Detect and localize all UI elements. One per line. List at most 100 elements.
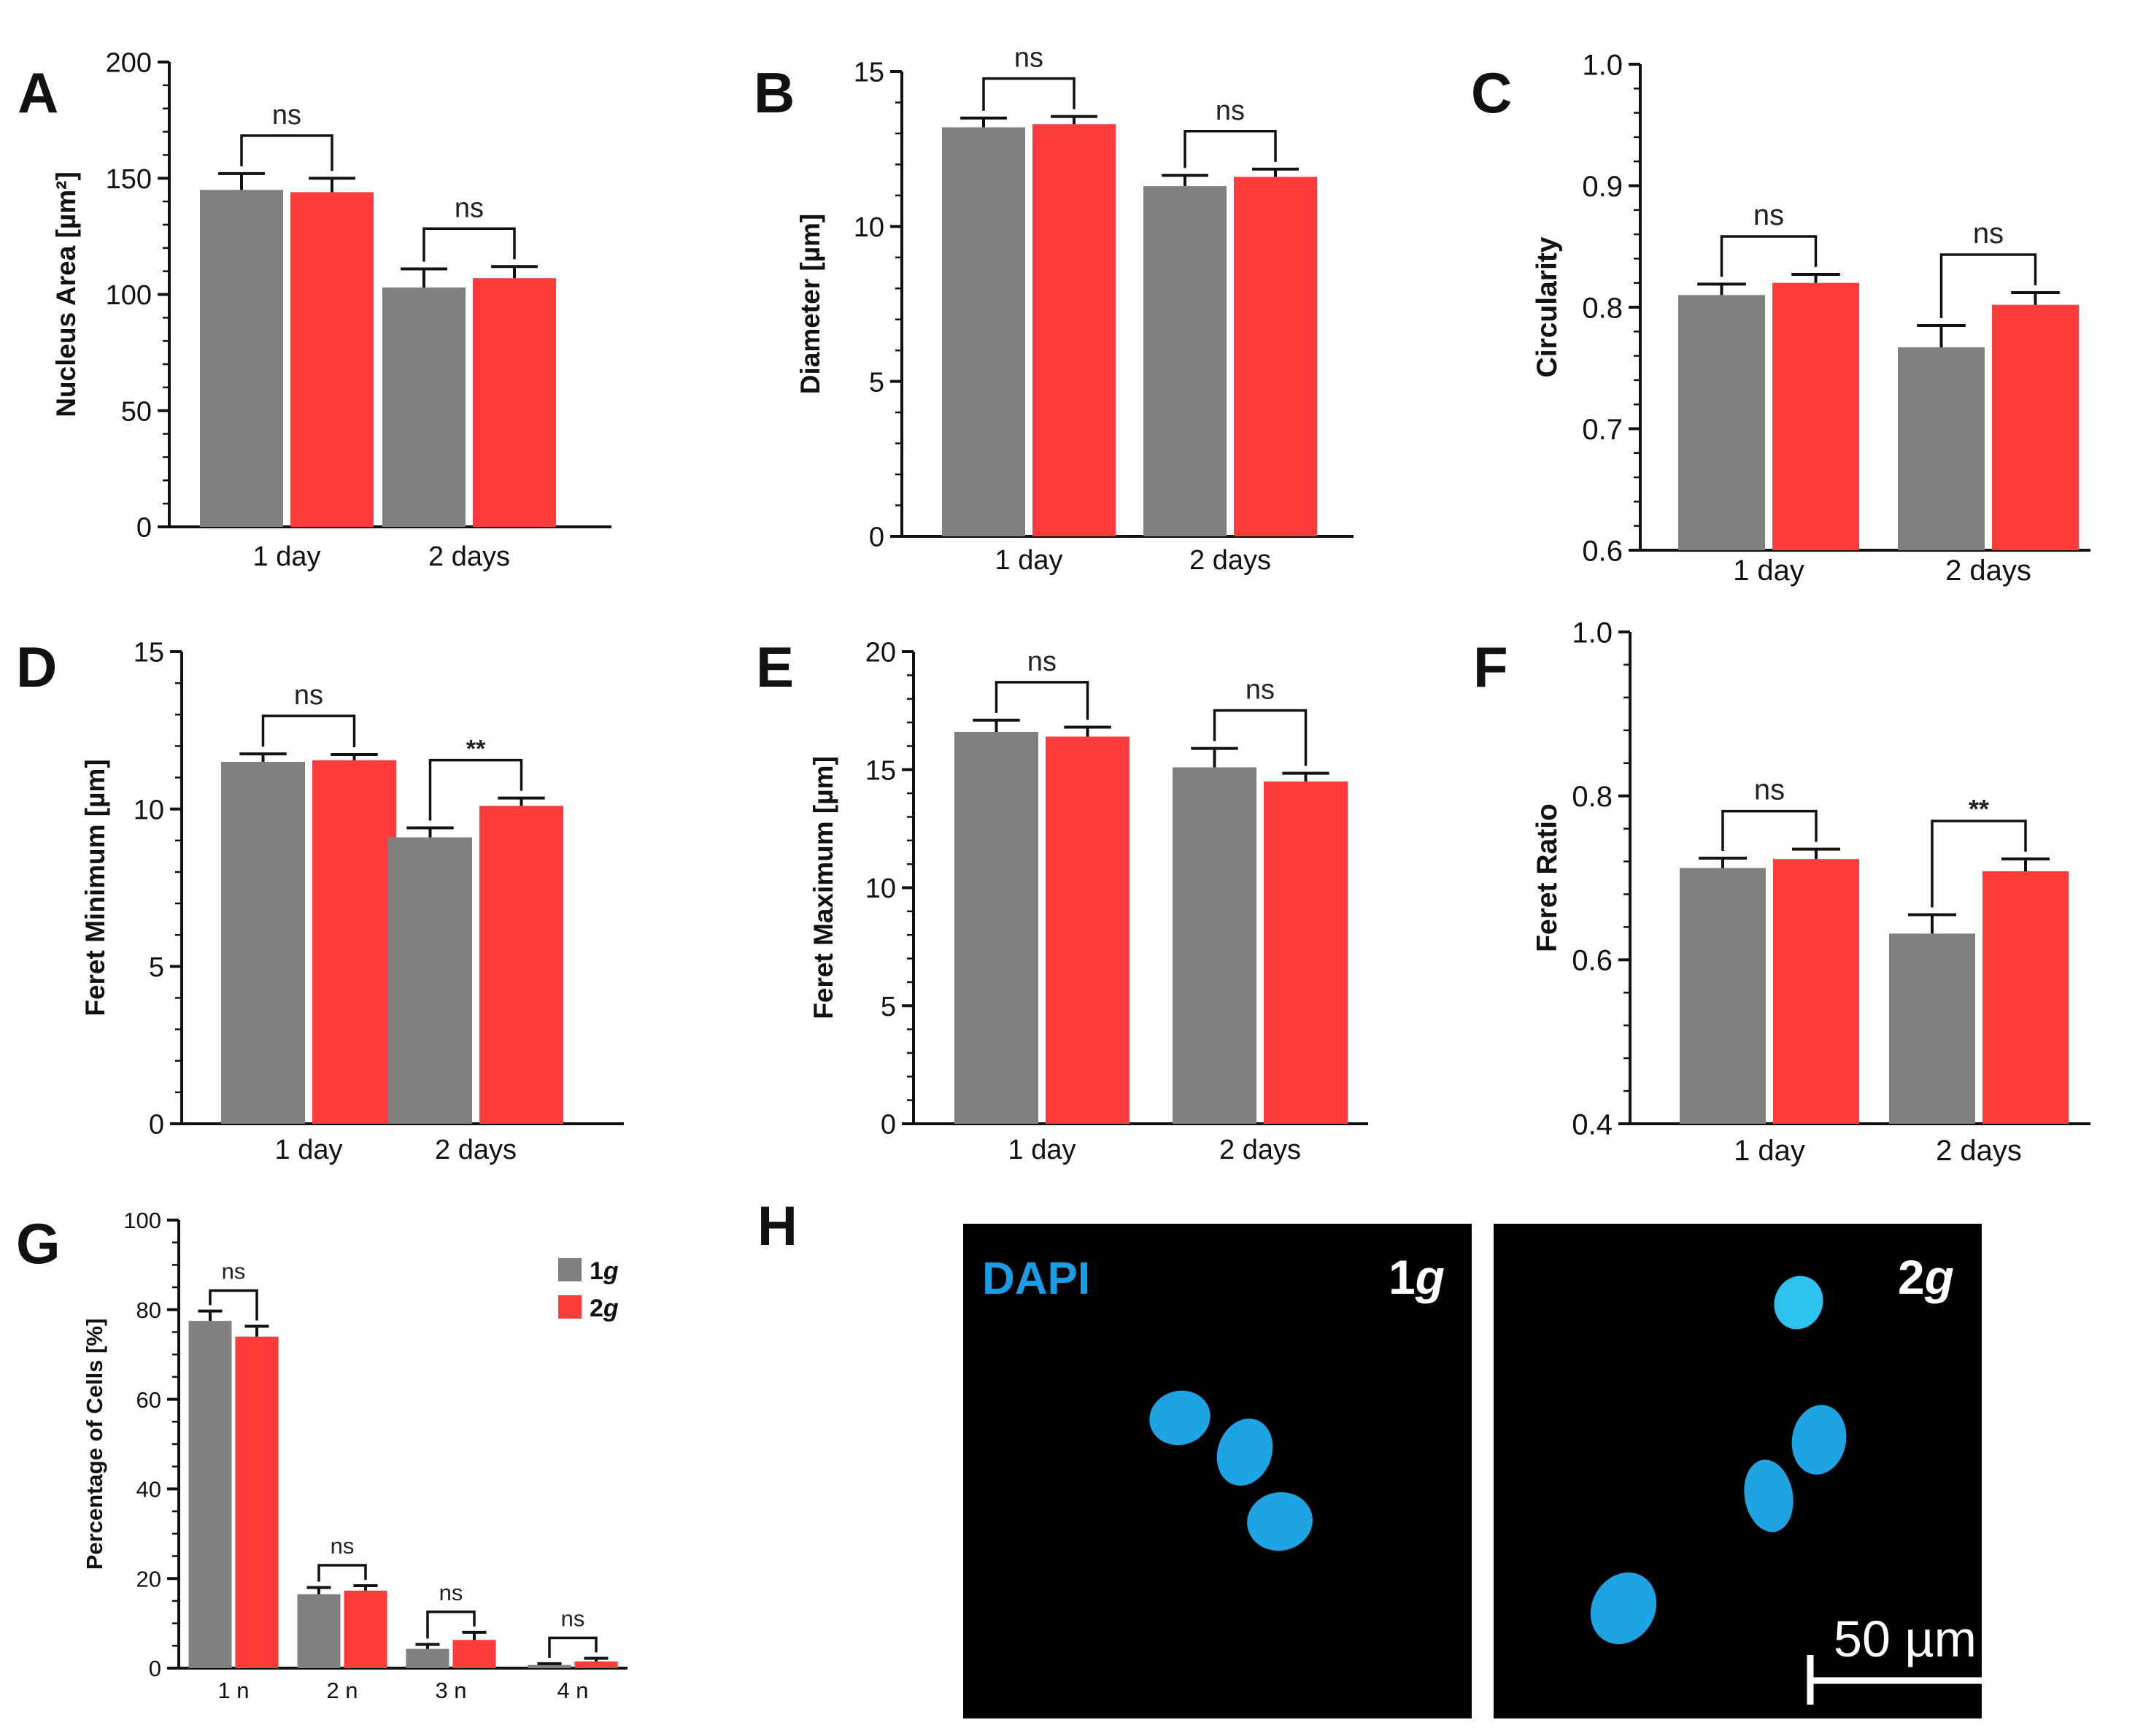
nucleus <box>1774 1276 1823 1330</box>
y-tick-label: 150 <box>106 164 152 195</box>
category-label: 2 n <box>326 1678 358 1703</box>
significance-label: ns <box>294 680 323 711</box>
category-label: 2 days <box>428 541 510 572</box>
bar-1g-1 <box>954 731 1038 1124</box>
panel-label-f: F <box>1473 635 1508 699</box>
nuclei-1g <box>1149 1390 1313 1551</box>
bar-2g-3 <box>452 1640 496 1668</box>
nuclei-2g <box>1590 1276 1847 1645</box>
category-label: 1 day <box>1008 1135 1076 1165</box>
significance-label: ns <box>1027 647 1057 677</box>
bar-2g-4 <box>574 1661 618 1668</box>
y-tick-label: 15 <box>134 638 164 668</box>
nucleus <box>1791 1405 1847 1475</box>
y-tick-label: 200 <box>106 48 152 79</box>
y-tick-label: 20 <box>865 638 896 668</box>
bar-1g-2 <box>1173 767 1256 1124</box>
significance-label: ns <box>1246 675 1275 706</box>
y-tick-label: 0 <box>136 513 152 544</box>
dapi-label: DAPI <box>982 1254 1090 1304</box>
y-axis-title: Feret Minimum [µm] <box>80 759 110 1016</box>
y-tick-label: 100 <box>106 280 152 311</box>
bar-2g-2 <box>1264 781 1348 1124</box>
y-tick-label: 0 <box>869 522 884 553</box>
y-axis-title: Diameter [µm] <box>795 214 825 395</box>
significance-bracket <box>1931 819 2027 908</box>
category-label: 2 days <box>1189 545 1271 576</box>
bar-1g-2 <box>1889 933 1975 1124</box>
category-label: 1 day <box>1734 1135 1805 1167</box>
y-axis-title: Feret Maximum [µm] <box>808 756 838 1019</box>
category-label: 1 day <box>1733 555 1804 587</box>
category-label: 3 n <box>435 1678 466 1703</box>
panel-label-a: A <box>18 61 58 125</box>
significance-label: ns <box>1753 199 1784 231</box>
gravity-tag-2g: 2g <box>1898 1250 1954 1304</box>
y-tick-label: 0.7 <box>1582 414 1623 446</box>
bar-1g-1 <box>221 761 305 1124</box>
y-tick-label: 40 <box>136 1477 161 1502</box>
bar-2g-1 <box>312 760 396 1124</box>
y-tick-label: 20 <box>136 1566 161 1592</box>
category-label: 4 n <box>557 1678 588 1703</box>
y-tick-label: 50 <box>121 396 152 427</box>
significance-label: ns <box>1754 774 1785 806</box>
y-axis-title: Nucleus Area [µm²] <box>51 171 81 417</box>
panel-c: C 0.6 0.7 0.8 0.9 1.0 Circularity 1 day ns 2 days… <box>1471 49 2090 587</box>
nucleus <box>1247 1492 1313 1551</box>
y-tick-label: 0 <box>149 1110 164 1141</box>
y-tick-label: 1.0 <box>1582 49 1623 81</box>
panel-label-b: B <box>754 61 795 125</box>
y-tick-label: 10 <box>854 212 884 243</box>
category-label: 2 days <box>435 1135 517 1165</box>
category-label: 1 n <box>217 1678 249 1703</box>
bar-2g-1 <box>1032 124 1116 536</box>
nucleus <box>1744 1459 1793 1532</box>
significance-bracket <box>261 714 356 748</box>
significance-label: ns <box>272 100 301 131</box>
micrograph-1g <box>963 1224 1472 1718</box>
significance-bracket <box>426 1610 476 1639</box>
legend-swatch-1g <box>558 1258 582 1281</box>
category-label: 1 day <box>995 545 1063 576</box>
bar-1g-1 <box>188 1321 232 1668</box>
legend-label: 2g <box>590 1295 619 1322</box>
significance-label: ** <box>1969 794 1989 824</box>
significance-label: ns <box>1973 217 2004 250</box>
significance-label: ns <box>1014 43 1043 74</box>
y-tick-label: 5 <box>869 367 884 398</box>
significance-bracket <box>548 1636 598 1658</box>
bar-2g-2 <box>344 1590 387 1668</box>
panel-label-c: C <box>1471 61 1512 125</box>
bar-1g-2 <box>297 1594 341 1668</box>
significance-label: ** <box>466 736 486 763</box>
y-tick-label: 0 <box>881 1110 896 1141</box>
y-tick-label: 15 <box>865 755 896 786</box>
significance-label: ns <box>1216 96 1245 126</box>
panel-h: H DAPI 1g 2g 50 µm <box>757 1195 2004 1718</box>
micrograph-2g <box>1494 1224 1982 1718</box>
y-tick-label: 1.0 <box>1572 617 1613 649</box>
bar-2g-1 <box>1772 282 1859 550</box>
y-tick-label: 0 <box>149 1656 161 1681</box>
panel-label-h: H <box>757 1195 798 1257</box>
scale-bar: 50 µm <box>1807 1610 2004 1705</box>
panel-e: E 0 5 10 15 20 Feret Maximum [µm] 1 day ns 2 days… <box>756 635 1368 1165</box>
y-tick-label: 5 <box>881 992 896 1022</box>
category-label: 1 day <box>275 1135 343 1165</box>
panel-a: A 0 50 100 150 200 Nucleus Area [µm²] 1 day ns 2 … <box>18 48 611 572</box>
y-tick-label: 0.6 <box>1582 535 1623 567</box>
significance-bracket <box>317 1564 367 1582</box>
y-tick-label: 5 <box>149 952 164 983</box>
nucleus <box>1149 1390 1210 1446</box>
bar-1g-1 <box>1680 868 1766 1124</box>
bar-1g-2 <box>1143 186 1227 537</box>
category-label: 2 days <box>1219 1135 1301 1165</box>
scale-bar-label: 50 µm <box>1834 1610 1977 1667</box>
y-tick-label: 80 <box>136 1297 161 1323</box>
significance-bracket <box>1184 130 1277 169</box>
legend-label: 1g <box>590 1257 619 1285</box>
panel-label-d: D <box>16 635 57 699</box>
